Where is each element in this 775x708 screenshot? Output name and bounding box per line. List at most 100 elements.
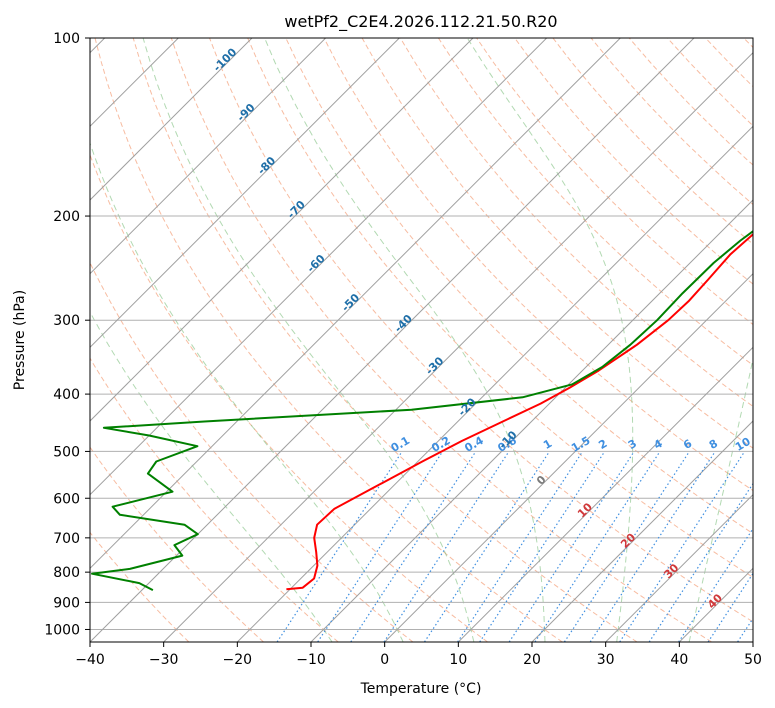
isotherm-line <box>384 272 753 642</box>
moist-adiabat <box>466 38 634 642</box>
isotherm-line <box>531 420 753 642</box>
dry-adiabat <box>90 261 414 642</box>
isotherm-line <box>678 567 753 642</box>
line-labels: 0.10.20.40.611.52346810131620253036-100-… <box>211 45 775 611</box>
dry-adiabat <box>743 38 753 49</box>
moist-adiabat <box>264 38 546 642</box>
mixing-ratio-line <box>563 451 690 642</box>
dry-adiabat <box>514 38 753 285</box>
isotherm-line <box>236 125 753 642</box>
dry-adiabat <box>94 38 563 642</box>
mixing-ratio-line <box>276 451 403 642</box>
mixing-ratio-line <box>317 451 444 642</box>
x-tick-label: −10 <box>296 652 326 668</box>
x-axis-title: Temperature (°C) <box>360 681 482 697</box>
mixing-ratio-label: 2 <box>596 437 609 452</box>
mixing-ratio-line <box>383 451 510 642</box>
dry-adiabat <box>247 38 753 578</box>
sounding-series <box>91 230 753 591</box>
mixing-ratio-line <box>350 451 477 642</box>
mixing-ratio-line <box>457 451 584 642</box>
dry-adiabat <box>437 38 753 366</box>
isotherm-line <box>90 38 695 642</box>
x-tick-label: 10 <box>449 652 467 668</box>
y-tick-label: 600 <box>53 491 80 507</box>
moist-adiabat <box>90 141 404 642</box>
mixing-ratio-line <box>589 451 716 642</box>
moist-adiabat <box>90 310 333 642</box>
dry-adiabat <box>90 153 488 642</box>
y-tick-label: 400 <box>53 387 80 403</box>
isotherm-line <box>90 38 400 349</box>
dry-adiabat <box>90 531 190 642</box>
dry-adiabat <box>209 38 753 623</box>
isotherm-line <box>163 51 753 642</box>
mixing-ratio-line <box>648 482 753 642</box>
dry-adiabat <box>323 38 753 492</box>
y-tick-label: 100 <box>53 31 80 47</box>
mixing-ratio-label: 8 <box>707 437 720 452</box>
y-axis-title: Pressure (hPa) <box>12 290 28 390</box>
mixing-ratio-line <box>767 451 775 642</box>
isotherm-label: -70 <box>285 198 308 221</box>
temperature-line <box>286 232 753 591</box>
mixing-ratio-line <box>707 572 753 642</box>
dry-adiabat <box>590 38 753 206</box>
isotherm-label: -100 <box>211 45 240 74</box>
chart-title: wetPf2_C2E4.2026.112.21.50.R20 <box>284 12 557 32</box>
mixing-ratio-label: 1 <box>541 437 554 452</box>
x-tick-label: 20 <box>523 652 541 668</box>
isotherm-line <box>310 199 753 642</box>
isotherm-label: -50 <box>339 291 362 314</box>
moist-adiabat <box>142 38 475 642</box>
x-tick-label: 0 <box>380 652 389 668</box>
isotherm-line <box>90 38 548 496</box>
mixing-ratio-line <box>678 527 753 642</box>
plot-frame <box>89 37 754 643</box>
y-tick-label: 900 <box>53 595 80 611</box>
mixing-ratio-line <box>534 451 661 642</box>
isotherm-label: 20 <box>618 531 638 551</box>
dry-adiabat <box>90 357 339 642</box>
isotherm-line <box>457 346 753 642</box>
mixing-ratio-line <box>619 451 746 642</box>
x-tick-label: −30 <box>149 652 179 668</box>
isotherms <box>90 38 753 642</box>
isotherm-label: -30 <box>423 354 446 377</box>
y-tick-label: 800 <box>53 565 80 581</box>
x-axis-ticks: −40 −30 −20 −10 0 10 20 30 40 50 <box>75 642 762 668</box>
dry-adiabat <box>132 38 638 642</box>
y-tick-label: 1000 <box>44 622 80 638</box>
mixing-ratio-line <box>423 451 550 642</box>
isotherm-label: 10 <box>575 500 595 520</box>
mixing-ratio-label: 13 <box>763 435 775 454</box>
isotherm-line <box>90 38 621 570</box>
isotherm-line <box>90 38 327 275</box>
isotherm-label: -60 <box>304 252 327 275</box>
mixing-ratio-line <box>479 451 606 642</box>
y-tick-label: 200 <box>53 209 80 225</box>
y-tick-label: 500 <box>53 444 80 460</box>
dry-adiabat <box>399 38 753 408</box>
dry-adiabat <box>705 38 753 88</box>
background-lines <box>90 38 753 642</box>
isotherm-line <box>605 493 753 642</box>
isotherm-line <box>752 641 753 642</box>
moist-adiabat <box>688 356 753 642</box>
x-tick-label: 30 <box>597 652 615 668</box>
isotherm-label: 40 <box>705 591 725 611</box>
dewpoint-line <box>91 230 753 591</box>
isotherm-label: -40 <box>392 312 415 335</box>
isotherm-line <box>90 38 474 422</box>
x-tick-label: 50 <box>744 652 762 668</box>
mixing-ratio-label: 3 <box>626 437 639 452</box>
pressure-gridlines <box>90 38 753 630</box>
y-tick-label: 300 <box>53 313 80 329</box>
y-tick-label: 700 <box>53 531 80 547</box>
mixing-ratio-line <box>737 617 753 642</box>
y-axis-ticks: 100 200 300 400 500 600 700 800 900 1000 <box>44 31 90 638</box>
x-tick-label: 40 <box>670 652 688 668</box>
mixing-ratio-label: 4 <box>652 437 665 452</box>
x-tick-label: −20 <box>223 652 253 668</box>
